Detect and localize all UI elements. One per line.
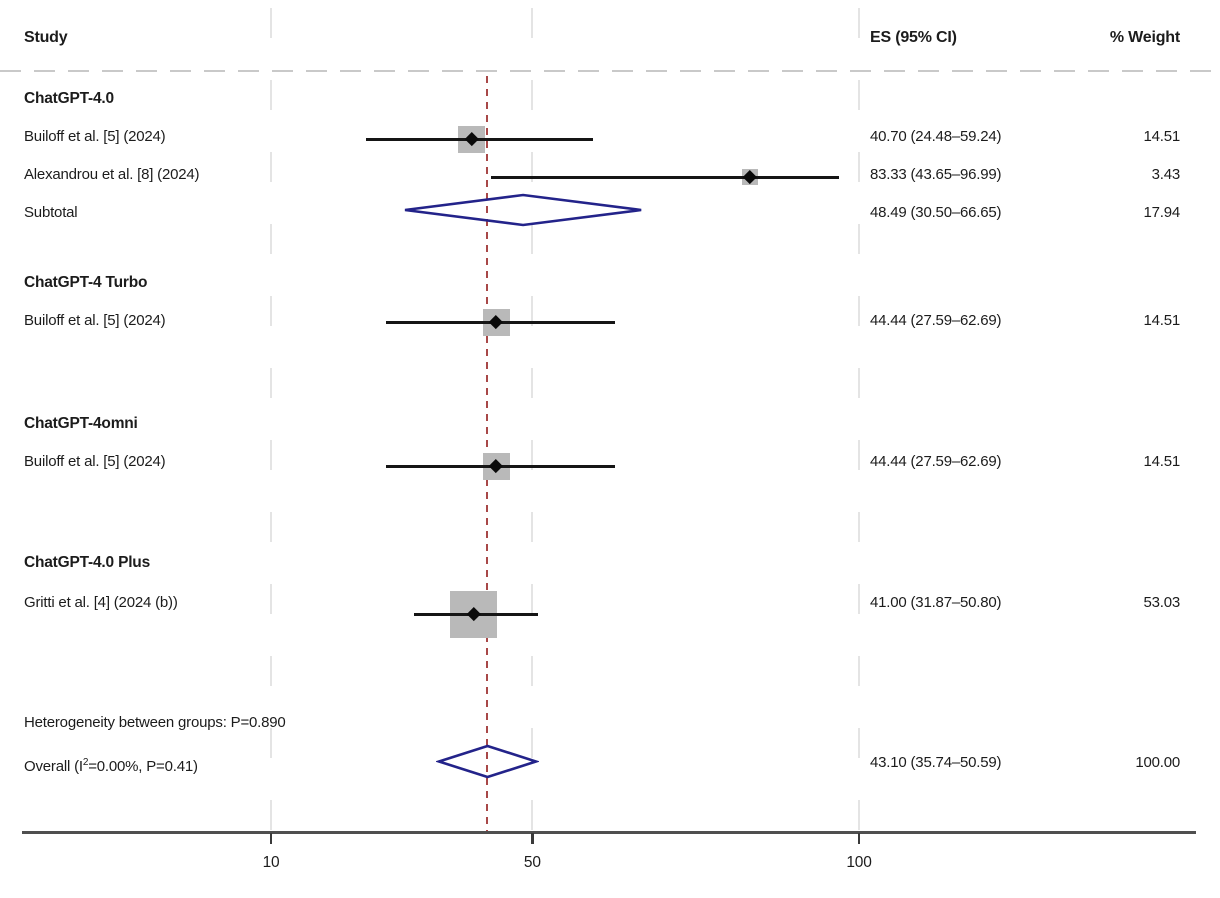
subtotal-weight-value: 17.94	[1143, 204, 1180, 221]
subtotal-es-value: 48.49 (30.50–66.65)	[870, 204, 1002, 221]
subtotal-diamond	[404, 193, 642, 227]
x-axis-tick	[857, 833, 861, 844]
x-axis-line	[22, 831, 1196, 834]
group-label: ChatGPT-4omni	[24, 415, 138, 432]
tick-gridline	[531, 8, 534, 831]
x-axis-tick	[531, 833, 534, 844]
ci-line	[490, 175, 840, 179]
study-weight-value: 3.43	[1151, 166, 1181, 183]
study-weight-value: 53.03	[1143, 594, 1180, 611]
study-es-value: 41.00 (31.87–50.80)	[870, 594, 1002, 611]
header-separator-line	[0, 70, 1220, 72]
study-weight-value: 14.51	[1143, 312, 1180, 329]
study-label: Gritti et al. [4] (2024 (b))	[24, 594, 178, 611]
study-es-value: 83.33 (43.65–96.99)	[870, 166, 1002, 183]
x-axis-tick-label: 50	[523, 854, 541, 871]
x-axis-tick	[269, 833, 273, 844]
study-label: Builoff et al. [5] (2024)	[24, 312, 166, 329]
overall-es-value: 43.10 (35.74–50.59)	[870, 754, 1002, 771]
study-es-value: 44.44 (27.59–62.69)	[870, 453, 1002, 470]
tick-gridline	[858, 8, 860, 831]
column-header-es: ES (95% CI)	[870, 29, 957, 46]
group-label: ChatGPT-4 Turbo	[24, 274, 148, 291]
overall-weight-value: 100.00	[1135, 754, 1180, 771]
study-label: Builoff et al. [5] (2024)	[24, 453, 166, 470]
study-weight-value: 14.51	[1143, 128, 1180, 145]
study-weight-value: 14.51	[1143, 453, 1180, 470]
study-es-value: 40.70 (24.48–59.24)	[870, 128, 1002, 145]
overall-diamond	[436, 744, 540, 778]
study-es-value: 44.44 (27.59–62.69)	[870, 312, 1002, 329]
study-label: Builoff et al. [5] (2024)	[24, 128, 166, 145]
group-label: ChatGPT-4.0 Plus	[24, 554, 150, 571]
group-label: ChatGPT-4.0	[24, 90, 114, 107]
column-header-weight: % Weight	[1109, 29, 1180, 46]
overall-label: Overall (I2=0.00%, P=0.41)	[24, 757, 198, 775]
heterogeneity-note: Heterogeneity between groups: P=0.890	[24, 714, 286, 731]
x-axis-tick-label: 10	[262, 854, 280, 871]
study-label: Alexandrou et al. [8] (2024)	[24, 166, 200, 183]
column-header-study: Study	[24, 29, 68, 46]
x-axis-tick-label: 100	[846, 854, 872, 871]
ci-line	[365, 137, 593, 141]
tick-gridline	[270, 8, 273, 831]
subtotal-label: Subtotal	[24, 204, 78, 221]
